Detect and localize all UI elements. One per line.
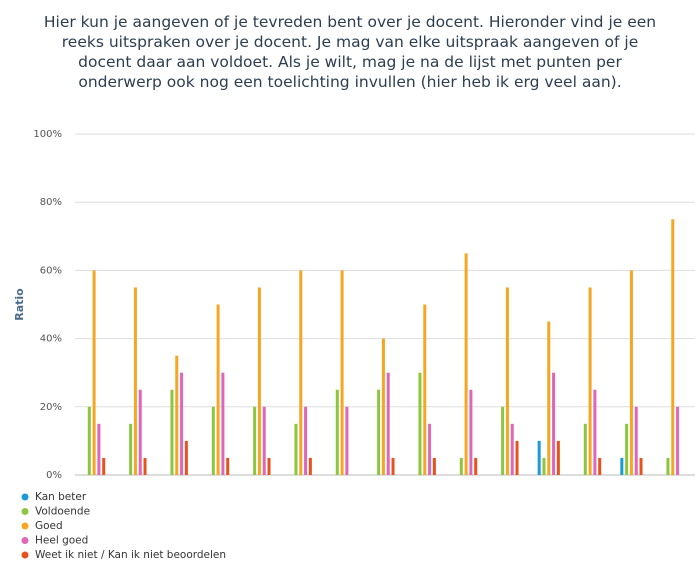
bar (335, 389, 339, 475)
bar (593, 389, 597, 475)
legend-marker (21, 493, 29, 501)
bar (625, 423, 629, 475)
bar (226, 457, 230, 475)
legend-marker (21, 522, 29, 530)
y-tick-label: 60% (40, 265, 62, 276)
bar (464, 253, 468, 475)
bar (87, 406, 91, 475)
bar (299, 270, 303, 475)
legend-marker (21, 551, 29, 559)
bar (505, 287, 509, 475)
bar (510, 423, 514, 475)
bar (501, 406, 505, 475)
bar (469, 389, 473, 475)
legend-label: Heel goed (35, 535, 88, 547)
bar (340, 270, 344, 475)
legend-label: Weet ik niet / Kan ik niet beoordelen (35, 549, 226, 561)
bar (294, 423, 298, 475)
bar (588, 287, 592, 475)
bar (552, 372, 556, 475)
y-tick-label: 80% (40, 197, 62, 208)
chart-title: Hier kun je aangeven of je tevreden bent… (43, 13, 657, 91)
bar (629, 270, 633, 475)
bar (257, 287, 261, 475)
bar (428, 423, 432, 475)
bar (432, 457, 436, 475)
y-tick-label: 0% (46, 470, 62, 481)
bar (184, 440, 188, 475)
bar (459, 457, 463, 475)
y-tick-label: 100% (33, 129, 62, 140)
bar (92, 270, 96, 475)
bar (267, 457, 271, 475)
bar (253, 406, 257, 475)
bar (598, 457, 602, 475)
bar (423, 304, 427, 475)
bar (386, 372, 390, 475)
bar (666, 457, 670, 475)
bar (345, 406, 349, 475)
bar (138, 389, 142, 475)
y-axis-label: Ratio (13, 288, 26, 321)
bar (102, 457, 106, 475)
legend-label: Goed (35, 520, 63, 532)
bar (133, 287, 137, 475)
bar (547, 321, 551, 475)
bar (180, 372, 184, 475)
y-tick-label: 20% (40, 402, 62, 413)
bar (556, 440, 560, 475)
bar (129, 423, 133, 475)
bar (221, 372, 225, 475)
bar (583, 423, 587, 475)
y-tick-label: 40% (40, 334, 62, 345)
bar (542, 457, 546, 475)
bar (537, 440, 541, 475)
bar (211, 406, 215, 475)
bar (308, 457, 312, 475)
bar (676, 406, 680, 475)
bar (216, 304, 220, 475)
legend-label: Kan beter (35, 491, 87, 503)
bar (515, 440, 519, 475)
bar (620, 457, 624, 475)
bar (377, 389, 381, 475)
legend-marker (21, 508, 29, 515)
bar (381, 338, 385, 475)
bar (304, 406, 308, 475)
bar (639, 457, 643, 475)
bar (418, 372, 422, 475)
legend-label: Voldoende (35, 506, 90, 518)
bar (262, 406, 266, 475)
bar (671, 219, 675, 475)
bar (474, 457, 478, 475)
bar (634, 406, 638, 475)
bar (391, 457, 395, 475)
bar (97, 423, 101, 475)
bar (143, 457, 147, 475)
bar (170, 389, 174, 475)
bar (175, 355, 179, 475)
legend-marker (21, 537, 29, 544)
